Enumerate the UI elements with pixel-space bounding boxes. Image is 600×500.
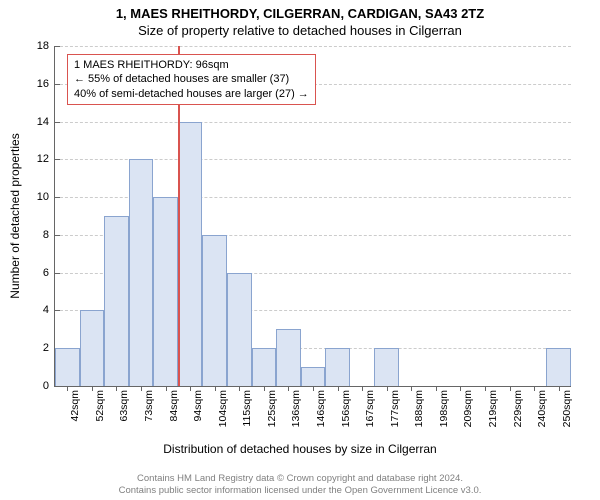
x-tick-label: 209sqm: [462, 390, 474, 427]
x-tick-label: 198sqm: [438, 390, 450, 427]
x-tick-mark: [190, 386, 191, 391]
histogram-bar: [301, 367, 326, 386]
x-tick-mark: [338, 386, 339, 391]
x-tick-mark: [485, 386, 486, 391]
x-tick-label: 94sqm: [192, 390, 204, 422]
x-tick-mark: [264, 386, 265, 391]
x-tick-mark: [239, 386, 240, 391]
info-box-line1: 1 MAES RHEITHORDY: 96sqm: [74, 58, 309, 72]
x-tick-label: 188sqm: [413, 390, 425, 427]
x-tick-label: 125sqm: [266, 390, 278, 427]
histogram-bar: [374, 348, 399, 386]
footer-line1: Contains HM Land Registry data © Crown c…: [0, 473, 600, 484]
x-tick-label: 136sqm: [290, 390, 302, 427]
y-tick-label: 10: [19, 191, 55, 203]
x-tick-mark: [313, 386, 314, 391]
x-tick-label: 73sqm: [143, 390, 155, 422]
title-subtitle: Size of property relative to detached ho…: [0, 21, 600, 38]
histogram-bar: [178, 122, 203, 386]
histogram-bar: [546, 348, 571, 386]
x-tick-label: 177sqm: [389, 390, 401, 427]
histogram-bar: [80, 310, 105, 386]
y-tick-label: 6: [19, 267, 55, 279]
x-axis-label: Distribution of detached houses by size …: [0, 442, 600, 456]
y-tick-label: 0: [19, 380, 55, 392]
x-tick-label: 146sqm: [315, 390, 327, 427]
x-tick-label: 156sqm: [340, 390, 352, 427]
histogram-bar: [252, 348, 277, 386]
x-tick-mark: [534, 386, 535, 391]
gridline: [55, 46, 571, 47]
histogram-bar: [129, 159, 154, 386]
y-tick-label: 14: [19, 116, 55, 128]
histogram-bar: [227, 273, 252, 386]
x-tick-label: 240sqm: [536, 390, 548, 427]
footer-attribution: Contains HM Land Registry data © Crown c…: [0, 473, 600, 496]
x-tick-label: 115sqm: [241, 390, 253, 427]
info-box-line2: ← 55% of detached houses are smaller (37…: [74, 72, 309, 86]
title-address: 1, MAES RHEITHORDY, CILGERRAN, CARDIGAN,…: [0, 0, 600, 21]
x-tick-mark: [215, 386, 216, 391]
x-tick-mark: [116, 386, 117, 391]
x-tick-mark: [436, 386, 437, 391]
x-tick-mark: [92, 386, 93, 391]
info-box: 1 MAES RHEITHORDY: 96sqm← 55% of detache…: [67, 54, 316, 105]
histogram-bar: [55, 348, 80, 386]
x-tick-mark: [166, 386, 167, 391]
histogram-bar: [153, 197, 178, 386]
x-tick-label: 167sqm: [364, 390, 376, 427]
x-tick-mark: [559, 386, 560, 391]
x-tick-label: 104sqm: [217, 390, 229, 427]
x-tick-label: 250sqm: [561, 390, 573, 427]
gridline: [55, 122, 571, 123]
x-tick-mark: [510, 386, 511, 391]
info-box-line3: 40% of semi-detached houses are larger (…: [74, 87, 309, 101]
y-tick-label: 18: [19, 40, 55, 52]
x-tick-label: 52sqm: [94, 390, 106, 422]
x-tick-label: 229sqm: [512, 390, 524, 427]
x-tick-mark: [288, 386, 289, 391]
histogram-bar: [325, 348, 350, 386]
y-tick-label: 12: [19, 153, 55, 165]
histogram-bar: [202, 235, 227, 386]
y-tick-label: 2: [19, 342, 55, 354]
x-tick-mark: [387, 386, 388, 391]
x-tick-mark: [411, 386, 412, 391]
x-tick-label: 84sqm: [168, 390, 180, 422]
footer-line2: Contains public sector information licen…: [0, 485, 600, 496]
x-tick-label: 42sqm: [69, 390, 81, 422]
x-tick-label: 63sqm: [118, 390, 130, 422]
y-tick-label: 8: [19, 229, 55, 241]
y-tick-label: 16: [19, 78, 55, 90]
histogram-bar: [276, 329, 301, 386]
x-tick-mark: [67, 386, 68, 391]
histogram-bar: [104, 216, 129, 386]
y-tick-label: 4: [19, 304, 55, 316]
x-tick-mark: [141, 386, 142, 391]
x-tick-mark: [362, 386, 363, 391]
x-tick-mark: [460, 386, 461, 391]
histogram-chart: 02468101214161842sqm52sqm63sqm73sqm84sqm…: [54, 46, 571, 387]
x-tick-label: 219sqm: [487, 390, 499, 427]
